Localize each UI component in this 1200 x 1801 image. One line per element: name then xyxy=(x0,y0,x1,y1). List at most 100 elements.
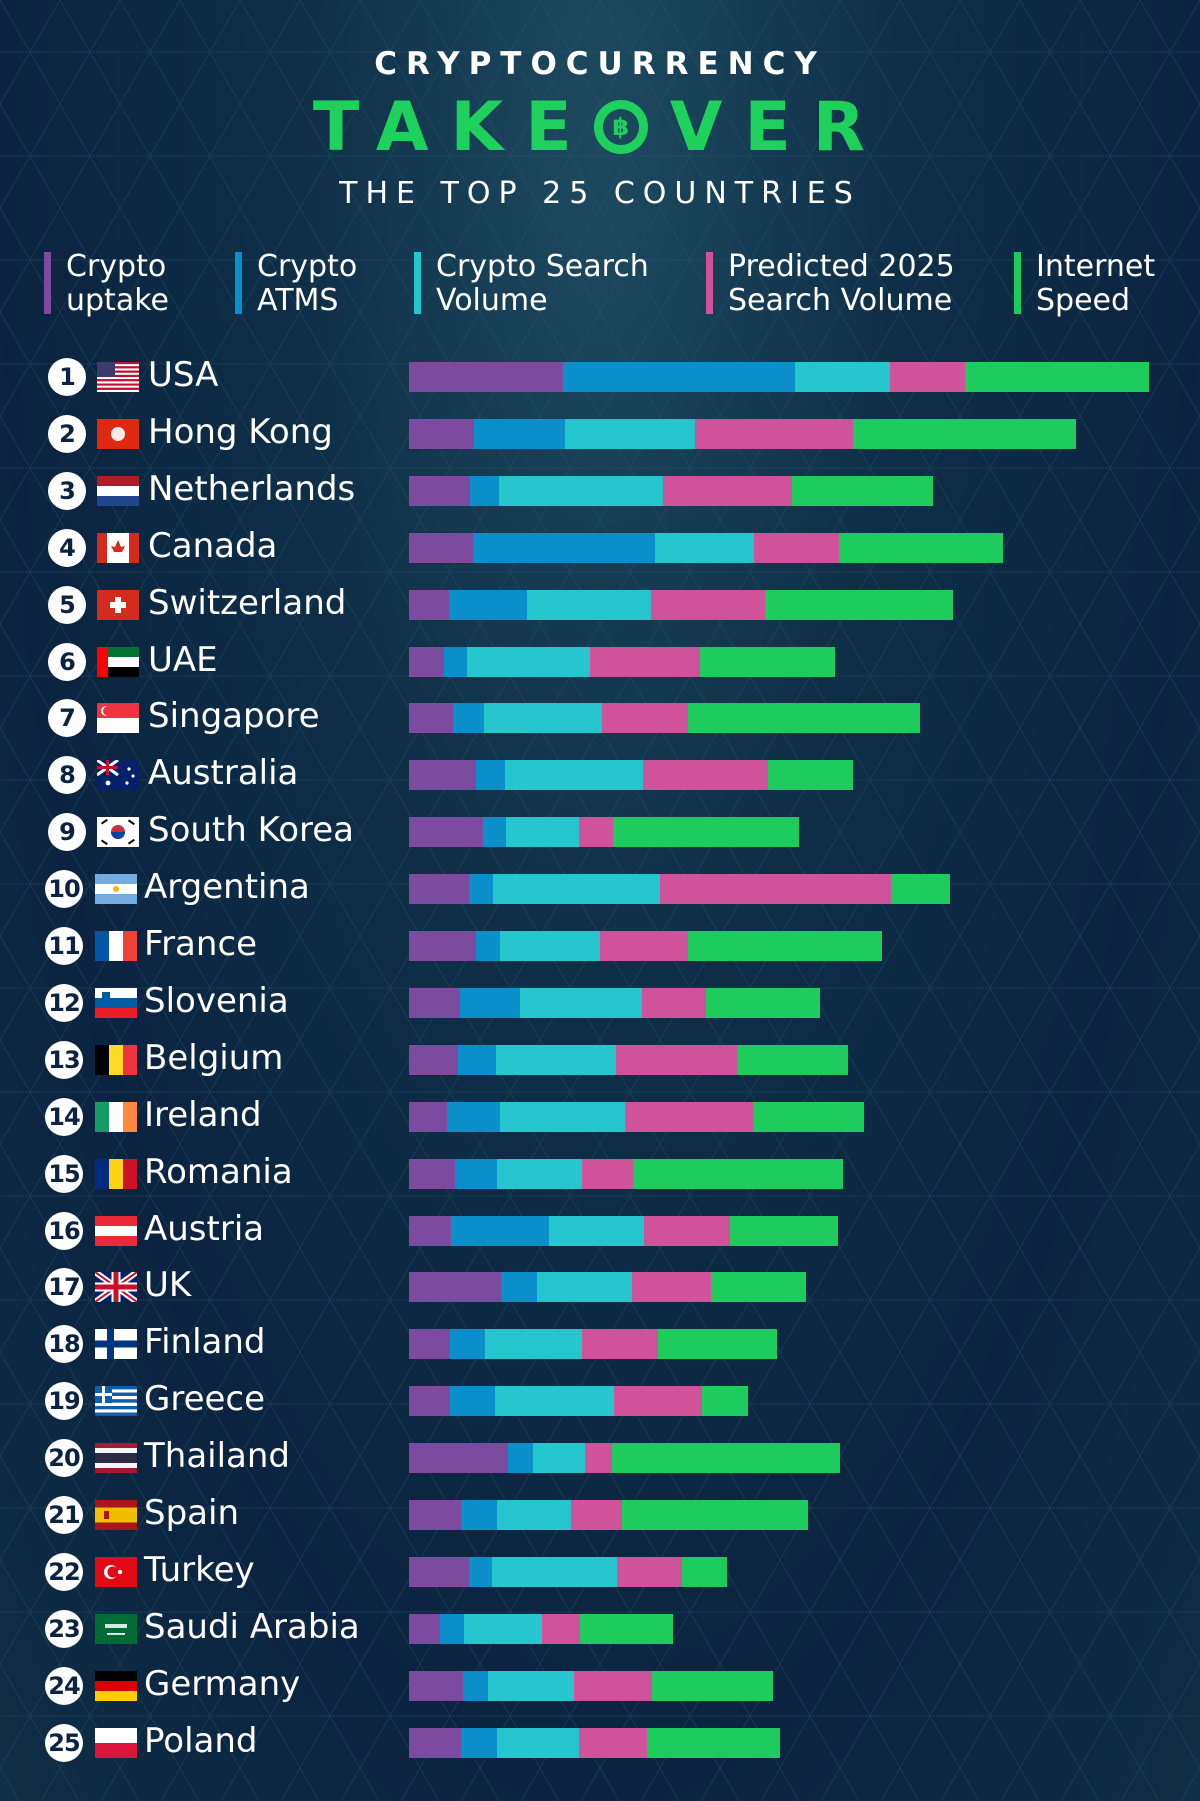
bar-segment-crypto-search-volume xyxy=(520,988,642,1018)
bar-segment-crypto-search-volume xyxy=(499,476,663,506)
bar-segment-internet-speed xyxy=(688,703,920,733)
rank-badge: 7 xyxy=(48,699,86,737)
rank-badge: 12 xyxy=(45,984,83,1022)
country-label: USA xyxy=(148,355,219,395)
rank-badge: 18 xyxy=(45,1325,83,1363)
bar-segment-predicted-2025-search-volume xyxy=(582,1159,633,1189)
legend-swatch xyxy=(235,252,242,314)
bar-segment-internet-speed xyxy=(792,476,933,506)
legend-label: Predicted 2025 Search Volume xyxy=(728,249,955,318)
chart-row-uae: 6 UAE xyxy=(0,638,1200,690)
country-label: Austria xyxy=(144,1209,265,1249)
ie-flag-icon xyxy=(95,1102,137,1132)
bar-segment-crypto-search-volume xyxy=(496,1045,616,1075)
bar-segment-crypto-atms xyxy=(458,1045,496,1075)
country-label: Poland xyxy=(144,1721,258,1761)
bar-segment-crypto-atms xyxy=(463,1671,488,1701)
bar-segment-predicted-2025-search-volume xyxy=(614,1386,702,1416)
rank-badge: 2 xyxy=(48,415,86,453)
bar-segment-internet-speed xyxy=(688,931,882,961)
bar-segment-crypto-uptake xyxy=(409,760,476,790)
bar-segment-crypto-uptake xyxy=(409,1386,450,1416)
bar-segment-crypto-uptake xyxy=(409,874,469,904)
country-label: Singapore xyxy=(148,696,320,736)
bar-segment-crypto-search-volume xyxy=(527,590,651,620)
bar-segment-internet-speed xyxy=(753,1102,864,1132)
bar-segment-internet-speed xyxy=(613,817,799,847)
bar-segment-crypto-uptake xyxy=(409,1557,469,1587)
bar-segment-crypto-atms xyxy=(460,988,520,1018)
bar-segment-crypto-uptake xyxy=(409,1102,447,1132)
bar-segment-crypto-uptake xyxy=(409,476,470,506)
es-flag-icon xyxy=(95,1500,137,1530)
bar-segment-crypto-search-volume xyxy=(497,1159,582,1189)
bar-segment-crypto-uptake xyxy=(409,1614,440,1644)
bar-segment-crypto-search-volume xyxy=(795,362,890,392)
bar-segment-crypto-search-volume xyxy=(537,1272,632,1302)
bar-segment-crypto-atms xyxy=(449,590,527,620)
hk-flag-icon xyxy=(97,419,139,449)
bar-segment-predicted-2025-search-volume xyxy=(632,1272,711,1302)
bar-segment-crypto-atms xyxy=(476,931,500,961)
bar-segment-internet-speed xyxy=(700,647,835,677)
bar-segment-crypto-uptake xyxy=(409,1045,458,1075)
rank-badge: 14 xyxy=(45,1098,83,1136)
rank-badge: 3 xyxy=(48,472,86,510)
title-top: CRYPTOCURRENCY xyxy=(374,46,826,82)
rank-badge: 6 xyxy=(48,643,86,681)
bar-segment-predicted-2025-search-volume xyxy=(579,1728,647,1758)
tr-flag-icon xyxy=(95,1557,137,1587)
chart-row-netherlands: 3 Netherlands xyxy=(0,467,1200,519)
country-label: France xyxy=(144,924,258,964)
bar-segment-internet-speed xyxy=(706,988,820,1018)
ca-flag-icon xyxy=(97,533,139,563)
rank-badge: 11 xyxy=(45,927,83,965)
bar-segment-predicted-2025-search-volume xyxy=(600,931,688,961)
bar-segment-predicted-2025-search-volume xyxy=(642,988,706,1018)
bar-segment-crypto-uptake xyxy=(409,647,444,677)
bar-segment-crypto-atms xyxy=(476,760,505,790)
kr-flag-icon xyxy=(97,817,139,847)
country-label: Slovenia xyxy=(144,981,289,1021)
country-label: South Korea xyxy=(148,810,355,850)
bar-segment-crypto-search-volume xyxy=(655,533,754,563)
sg-flag-icon xyxy=(97,703,139,733)
bar-segment-crypto-search-volume xyxy=(484,703,602,733)
bar-segment-crypto-uptake xyxy=(409,817,483,847)
bar-segment-crypto-uptake xyxy=(409,362,563,392)
title-main: TAKE ฿ VER xyxy=(0,88,1200,167)
bar-segment-crypto-search-volume xyxy=(488,1671,574,1701)
chart-row-switzerland: 5 Switzerland xyxy=(0,581,1200,633)
bar-segment-internet-speed xyxy=(580,1614,673,1644)
bar-segment-internet-speed xyxy=(891,874,950,904)
chart-row-greece: 19 Greece xyxy=(0,1377,1200,1429)
bar-segment-crypto-search-volume xyxy=(467,647,590,677)
legend-swatch xyxy=(44,252,51,314)
chart-row-argentina: 10 Argentina xyxy=(0,865,1200,917)
title-main-left: TAKE xyxy=(312,88,594,167)
bar-segment-crypto-uptake xyxy=(409,931,476,961)
bar-segment-crypto-search-volume xyxy=(506,817,579,847)
bar-segment-crypto-search-volume xyxy=(493,874,660,904)
bar-segment-crypto-search-volume xyxy=(500,931,600,961)
country-label: Turkey xyxy=(144,1550,255,1590)
bar-segment-internet-speed xyxy=(682,1557,727,1587)
bar-segment-crypto-search-volume xyxy=(549,1216,644,1246)
chart-row-turkey: 22 Turkey xyxy=(0,1548,1200,1600)
chart-row-singapore: 7 Singapore xyxy=(0,694,1200,746)
ro-flag-icon xyxy=(95,1159,137,1189)
chart-row-slovenia: 12 Slovenia xyxy=(0,979,1200,1031)
legend-label: Internet Speed xyxy=(1036,249,1156,318)
legend-label: Crypto Search Volume xyxy=(436,249,649,318)
rank-badge: 16 xyxy=(45,1212,83,1250)
country-label: UK xyxy=(144,1265,192,1305)
rank-badge: 21 xyxy=(45,1496,83,1534)
bar-segment-predicted-2025-search-volume xyxy=(651,590,765,620)
country-label: Australia xyxy=(148,753,299,793)
bar-segment-crypto-atms xyxy=(483,817,506,847)
bar-segment-crypto-atms xyxy=(461,1728,497,1758)
fi-flag-icon xyxy=(95,1329,137,1359)
bitcoin-coin-icon: ฿ xyxy=(593,100,648,154)
bar-segment-internet-speed xyxy=(853,419,1076,449)
au-flag-icon xyxy=(97,760,139,790)
